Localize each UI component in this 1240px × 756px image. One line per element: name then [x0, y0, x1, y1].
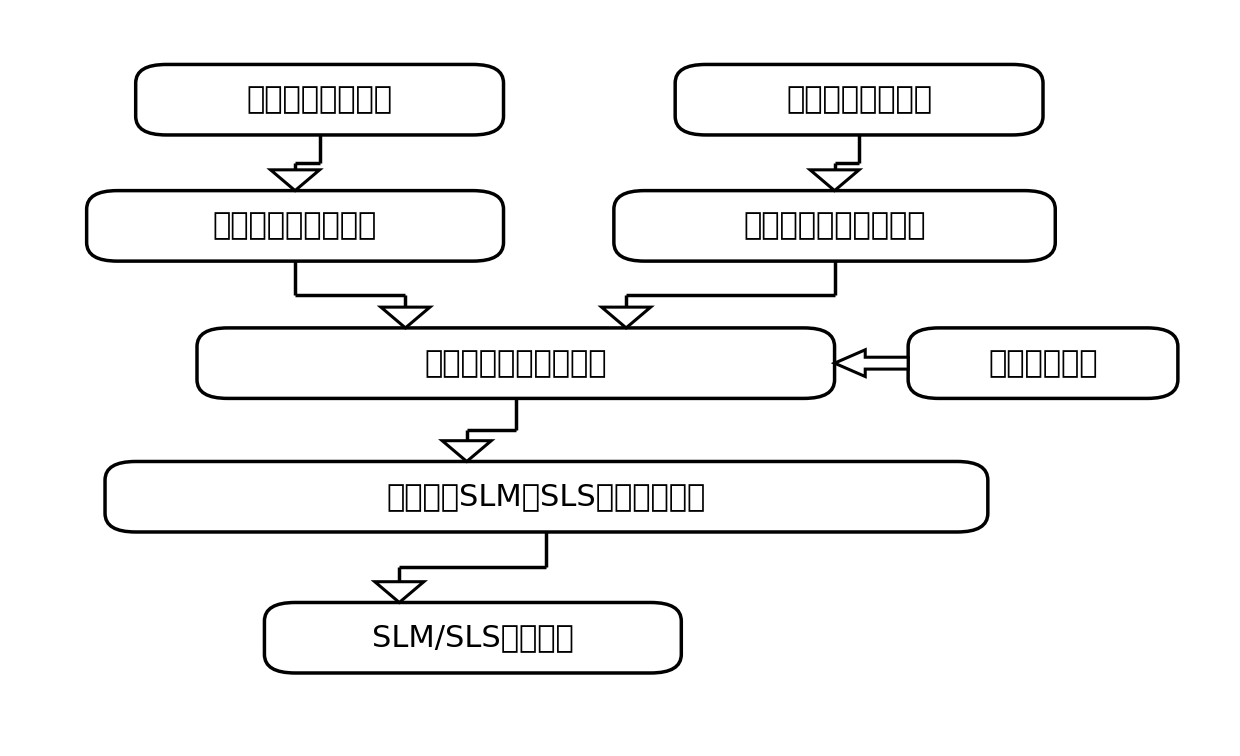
- FancyBboxPatch shape: [135, 64, 503, 135]
- Polygon shape: [835, 350, 908, 376]
- FancyBboxPatch shape: [105, 461, 988, 532]
- Polygon shape: [810, 170, 859, 191]
- Polygon shape: [374, 581, 424, 603]
- Polygon shape: [443, 441, 491, 461]
- Text: 分别设置SLM、SLS成形工艺参数: 分别设置SLM、SLS成形工艺参数: [387, 482, 706, 511]
- Text: 将粉末装入送粉嘅头中: 将粉末装入送粉嘅头中: [743, 212, 926, 240]
- FancyBboxPatch shape: [614, 191, 1055, 261]
- Polygon shape: [601, 307, 651, 328]
- Text: 读取三维模型切片数据: 读取三维模型切片数据: [424, 349, 608, 378]
- Text: 将粉末装入送粉缸中: 将粉末装入送粉缸中: [213, 212, 377, 240]
- Polygon shape: [381, 307, 430, 328]
- Text: 制备疏水涂层粉末: 制备疏水涂层粉末: [786, 85, 932, 114]
- Text: 制备模具金属粉末: 制备模具金属粉末: [247, 85, 393, 114]
- FancyBboxPatch shape: [197, 328, 835, 398]
- Text: SLM/SLS复合成形: SLM/SLS复合成形: [372, 623, 574, 652]
- Text: 建立三维模型: 建立三维模型: [988, 349, 1097, 378]
- FancyBboxPatch shape: [264, 603, 681, 673]
- FancyBboxPatch shape: [675, 64, 1043, 135]
- FancyBboxPatch shape: [87, 191, 503, 261]
- Polygon shape: [270, 170, 320, 191]
- FancyBboxPatch shape: [908, 328, 1178, 398]
